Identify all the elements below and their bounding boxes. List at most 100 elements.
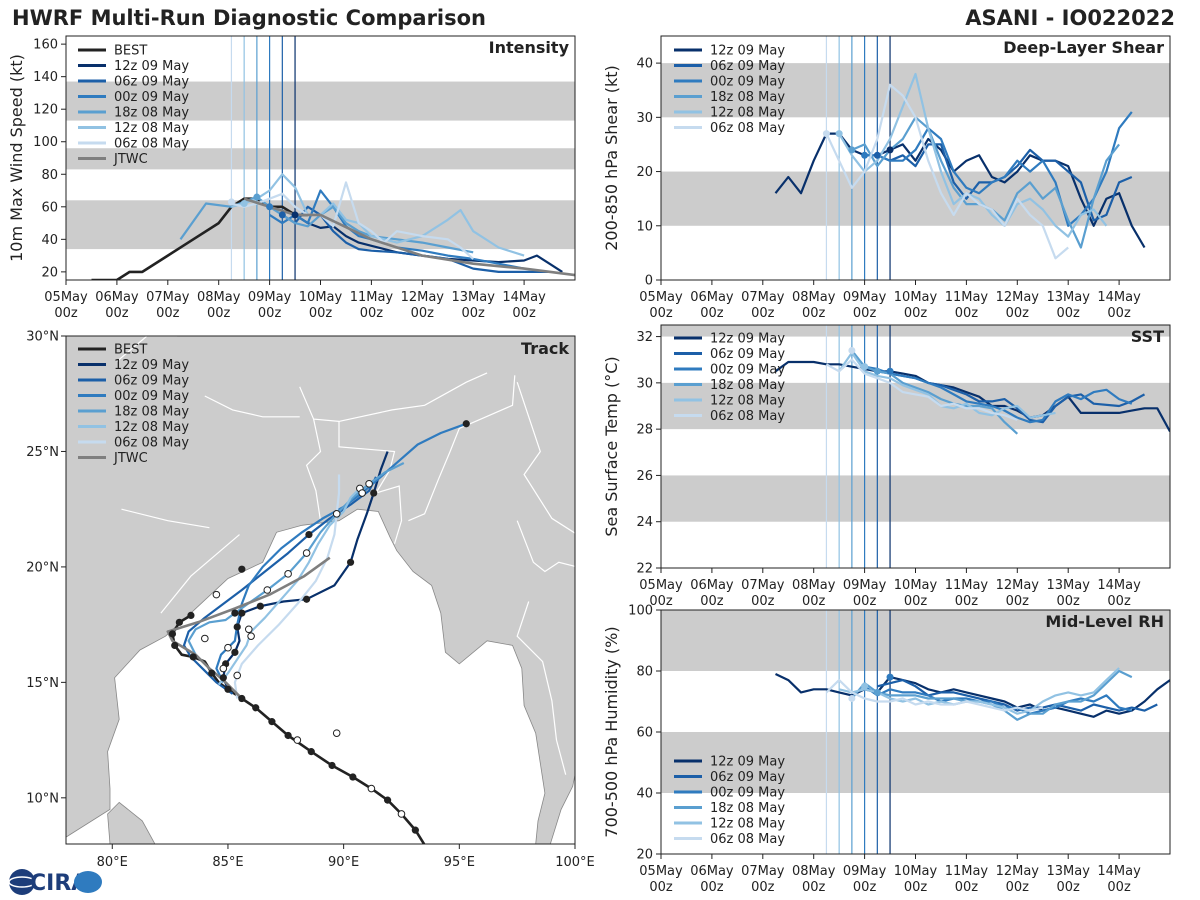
- sst-xtick-line: 14May: [1097, 578, 1141, 593]
- shear-xtick-label: 14May 00z: [1097, 290, 1141, 321]
- intensity-ytick-label: 100: [33, 135, 58, 150]
- shear-xtick-label: 12May 00z: [996, 290, 1040, 321]
- rh-xtick-line: 08May: [792, 864, 836, 879]
- intensity-ylabel: 10m Max Wind Speed (kt): [7, 54, 26, 262]
- rh-series-06z-09-may: [877, 679, 1158, 712]
- rh-ytick-label: 60: [636, 726, 653, 741]
- intensity-legend-label: 00z 09 May: [114, 90, 189, 105]
- shear-init-marker: [861, 151, 869, 159]
- shear-xtick-label: 06May 00z: [690, 290, 734, 321]
- shear-xtick-label: 09May 00z: [843, 290, 887, 321]
- sst-xtick-line: 05May: [639, 578, 683, 593]
- intensity-init-marker: [266, 203, 274, 211]
- intensity-xtick-line: 09May: [248, 290, 292, 305]
- track-xtick-label: 85°E: [212, 855, 243, 870]
- shear-legend-label: 12z 08 May: [710, 106, 785, 121]
- rh-xtick-line: 00z: [1107, 880, 1131, 895]
- shear-threshold-band: [661, 171, 1170, 226]
- intensity-init-marker: [240, 200, 248, 208]
- rh-legend-label: 06z 08 May: [710, 832, 785, 847]
- sst-ytick-label: 24: [636, 515, 653, 530]
- intensity-xtick-line: 07May: [146, 290, 190, 305]
- track-ytick-label: 30°N: [26, 330, 59, 345]
- rh-legend-label: 06z 09 May: [710, 770, 785, 785]
- intensity-xtick-line: 14May: [502, 290, 546, 305]
- map-border: [121, 508, 210, 529]
- track-series-12z-09-may: [222, 451, 389, 690]
- shear-init-marker: [848, 146, 856, 154]
- rh-xtick-line: 09May: [843, 864, 887, 879]
- intensity-xtick-line: 10May: [299, 290, 343, 305]
- track-point-filled: [219, 674, 227, 682]
- track-point-open: [293, 736, 302, 744]
- rh-series-00z-09-may: [863, 685, 1133, 715]
- shear-xtick-line: 00z: [1107, 306, 1131, 321]
- track-legend-label: 12z 09 May: [114, 358, 189, 373]
- intensity-series-06z-08-may: [231, 181, 474, 260]
- shear-xtick-line: 13May: [1046, 290, 1090, 305]
- sst-xtick-line: 06May: [690, 578, 734, 593]
- shear-xtick-label: 07May 00z: [741, 290, 785, 321]
- intensity-xtick-line: 00z: [54, 306, 78, 321]
- sst-threshold-band: [661, 325, 1170, 337]
- track-point-filled: [171, 641, 179, 650]
- map-border: [204, 395, 300, 418]
- track-point-filled: [224, 685, 232, 693]
- map-border: [408, 375, 516, 522]
- track-legend-label: 12z 08 May: [114, 420, 189, 435]
- sst-init-marker: [861, 363, 869, 371]
- track-legend-label: 18z 08 May: [114, 405, 189, 420]
- shear-init-marker: [886, 146, 894, 154]
- map-border: [338, 421, 403, 544]
- rh-xtick-line: 06May: [690, 864, 734, 879]
- shear-legend-label: 12z 09 May: [710, 44, 785, 59]
- shear-ytick-label: 40: [636, 57, 653, 72]
- sst-init-marker: [886, 367, 894, 375]
- track-point-open: [224, 643, 232, 652]
- rh-ytick-label: 20: [636, 848, 653, 863]
- intensity-ytick-label: 60: [41, 200, 58, 215]
- intensity-xtick-line: 00z: [462, 306, 486, 321]
- sst-legend-label: 18z 08 May: [710, 378, 785, 393]
- intensity-xtick-line: 00z: [105, 306, 129, 321]
- sst-xtick-line: 00z: [802, 594, 826, 609]
- intensity-init-marker: [227, 198, 235, 206]
- intensity-xtick-label: 13May 00z: [451, 290, 495, 321]
- shear-xtick-label: 10May 00z: [894, 290, 938, 321]
- track-ytick-label: 10°N: [26, 791, 59, 806]
- intensity-xtick-label: 06May 00z: [95, 290, 139, 321]
- track-point-open: [212, 590, 221, 599]
- track-plot-layer: [66, 336, 575, 844]
- shear-xtick-line: 00z: [802, 306, 826, 321]
- rh-threshold-band: [661, 732, 1170, 793]
- orbit-icon: [8, 876, 36, 888]
- rh-xtick-line: 05May: [639, 864, 683, 879]
- sst-panel-title: SST: [1131, 327, 1164, 346]
- shear-xtick-line: 00z: [853, 306, 877, 321]
- intensity-threshold-band: [66, 148, 575, 170]
- sst-ytick-label: 22: [636, 562, 653, 577]
- sst-legend-label: 06z 08 May: [710, 409, 785, 424]
- intensity-ytick-label: 20: [41, 265, 58, 280]
- intensity-threshold-band: [66, 200, 575, 250]
- track-point-filled: [233, 623, 241, 631]
- shear-ytick-label: 30: [636, 111, 653, 126]
- rh-xtick-line: 10May: [894, 864, 938, 879]
- sst-xtick-line: 08May: [792, 578, 836, 593]
- rh-plot-layer: [661, 610, 1170, 854]
- rh-panel-title: Mid-Level RH: [1045, 612, 1164, 631]
- intensity-xtick-line: 00z: [156, 306, 180, 321]
- track-series-12z-08-may: [217, 487, 361, 686]
- track-point-filled: [189, 653, 197, 661]
- rh-xtick-label: 12May 00z: [996, 864, 1040, 895]
- rh-xtick-label: 10May 00z: [894, 864, 938, 895]
- track-ytick-label: 25°N: [26, 445, 59, 460]
- figure-title: HWRF Multi-Run Diagnostic Comparison: [12, 6, 486, 30]
- map-sri-lanka: [107, 801, 156, 844]
- sst-init-marker: [848, 346, 856, 354]
- track-point-open: [358, 489, 366, 497]
- rh-series-12z-09-may: [775, 673, 1170, 718]
